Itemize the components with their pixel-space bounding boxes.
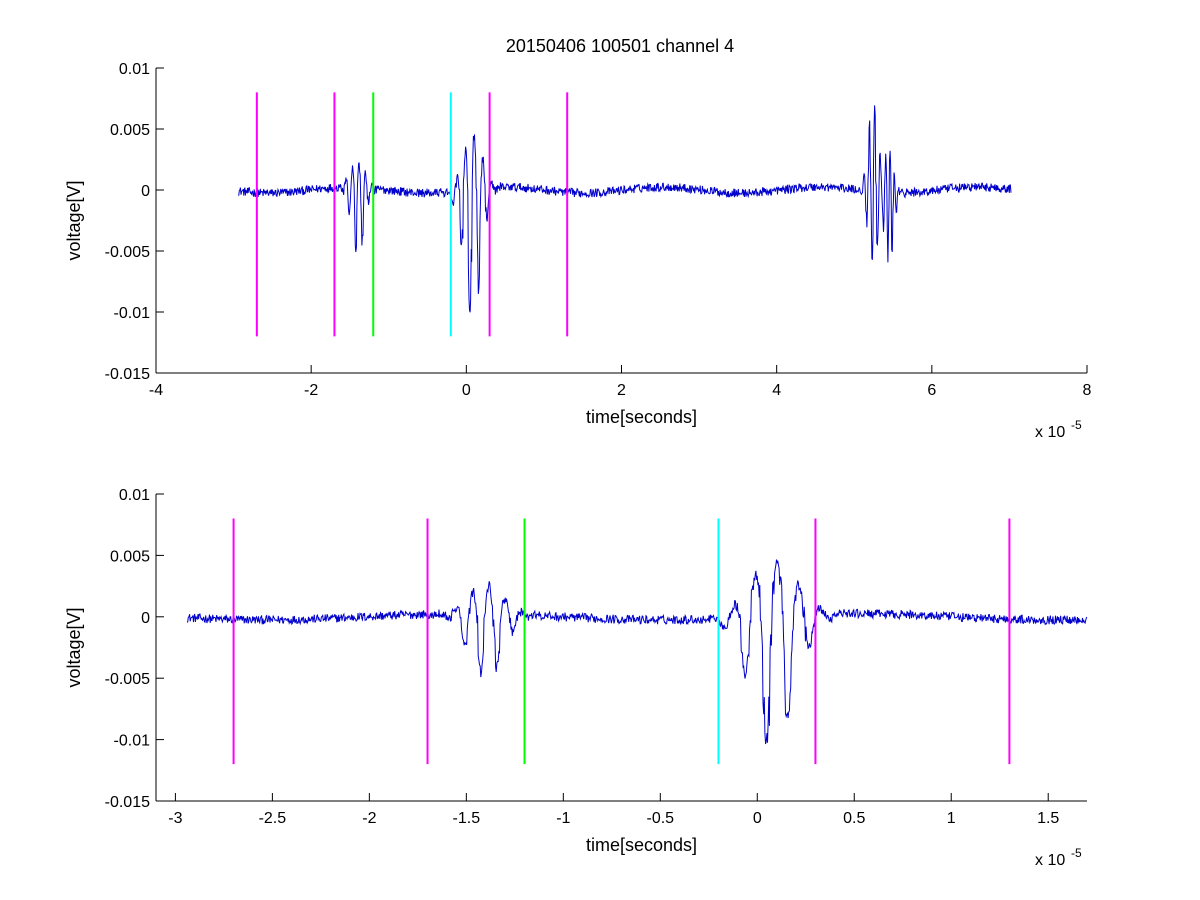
y-tick-label: -0.015 (105, 794, 150, 811)
x-axis-label: time[seconds] (586, 835, 697, 855)
x-tick-label: 1 (947, 810, 956, 827)
x-tick-label: 2 (617, 382, 626, 399)
top-plot: -4 -2 0 2 4 6 8 0.01 0.005 0 -0.005 -0.01 -0.015 time… (64, 61, 1092, 441)
x-multiplier-label: x 10 (1035, 424, 1065, 441)
y-tick-label: -0.01 (114, 305, 151, 322)
x-multiplier-exponent: -5 (1071, 418, 1082, 432)
x-multiplier-exponent: -5 (1071, 846, 1082, 860)
signal-trace (238, 105, 1012, 313)
x-tick-label: -4 (149, 382, 163, 399)
x-tick-label: -3 (168, 810, 182, 827)
y-axis-label: voltage[V] (64, 607, 84, 687)
x-tick-label: 1.5 (1037, 810, 1059, 827)
x-tick-label: -2.5 (259, 810, 287, 827)
y-tick-label: 0.01 (119, 487, 150, 504)
x-axis-label: time[seconds] (586, 407, 697, 427)
y-axis-label: voltage[V] (64, 180, 84, 260)
y-tick-label: -0.015 (105, 366, 150, 383)
x-tick-label: -0.5 (647, 810, 675, 827)
x-tick-label: 0 (462, 382, 471, 399)
x-tick-label: 8 (1083, 382, 1092, 399)
y-tick-label: -0.005 (105, 671, 150, 688)
x-tick-label: -2 (362, 810, 376, 827)
x-tick-label: 4 (772, 382, 781, 399)
y-tick-label: -0.01 (114, 733, 151, 750)
y-tick-label: 0 (141, 610, 150, 627)
x-tick-label: 0.5 (843, 810, 865, 827)
y-tick-label: 0.005 (110, 548, 150, 565)
y-tick-label: 0.01 (119, 61, 150, 78)
x-tick-label: -1.5 (453, 810, 481, 827)
y-tick-label: -0.005 (105, 244, 150, 261)
bottom-plot: -3 -2.5 -2 -1.5 -1 -0.5 0 0.5 1 1.5 0.01 0.005 0 -0.0… (64, 487, 1088, 869)
x-tick-label: -1 (556, 810, 570, 827)
y-tick-label: 0.005 (110, 122, 150, 139)
figure-title: 20150406 100501 channel 4 (506, 36, 734, 56)
x-tick-label: 0 (753, 810, 762, 827)
y-tick-label: 0 (141, 183, 150, 200)
signal-trace (187, 559, 1088, 745)
x-tick-label: 6 (927, 382, 936, 399)
x-multiplier-label: x 10 (1035, 852, 1065, 869)
x-tick-label: -2 (304, 382, 318, 399)
